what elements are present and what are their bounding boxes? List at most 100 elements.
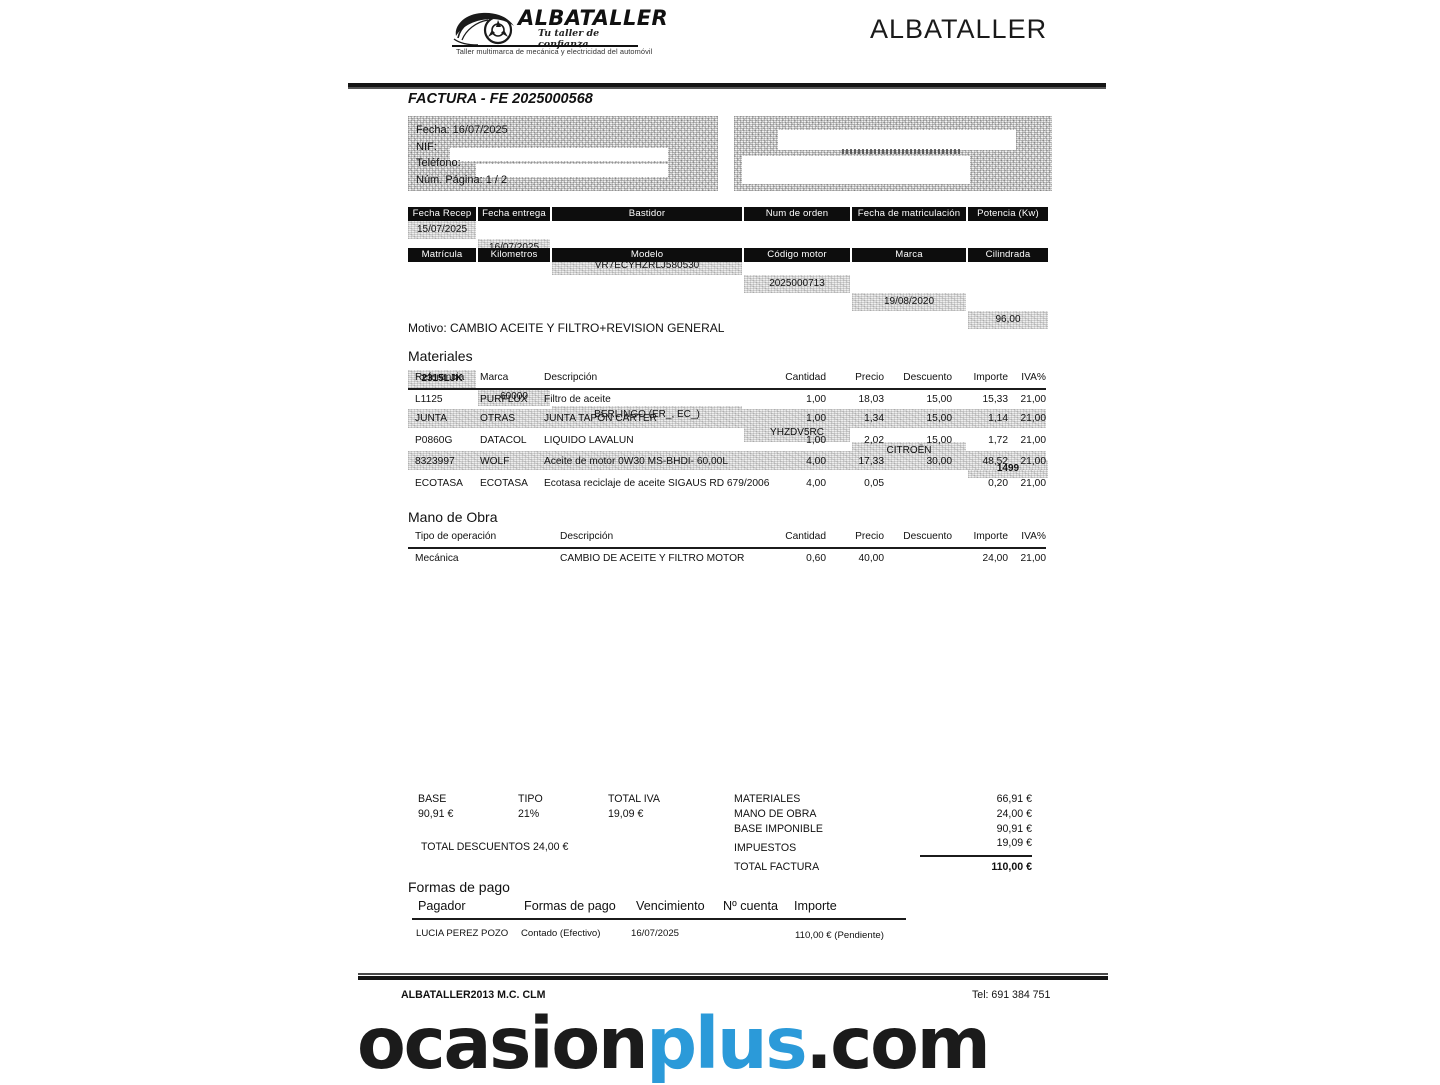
fp-col-forma: Formas de pago	[524, 899, 616, 913]
total-tipo-label: TIPO	[518, 793, 543, 805]
mat-cell-iva: 21,00	[1020, 394, 1047, 405]
materials-table: Referencia Marca Descripción Cantidad Pr…	[408, 372, 1048, 497]
summary-divider	[920, 855, 1032, 857]
ocasionplus-logo: ocasionplus.com	[357, 1008, 1087, 1079]
mat-cell-importe: 1,72	[988, 435, 1008, 446]
invoice-meta-lines: Fecha: 16/07/2025 NIF: Teléfono: Núm. Pá…	[416, 122, 508, 188]
vehicle-header-modelo: Modelo	[552, 248, 742, 262]
redaction-nif	[450, 148, 668, 161]
mat-cell-iva: 21,00	[1020, 478, 1047, 489]
footer-company: ALBATALLER2013 M.C. CLM	[401, 989, 546, 1001]
mo-cell-iva: 21,00	[1020, 553, 1047, 564]
footer-phone: Tel: 691 384 751	[972, 989, 1051, 1001]
fp-cell-pagador: LUCIA PEREZ POZO	[416, 928, 509, 939]
summary-value-base-imp: 90,91 €	[996, 823, 1032, 835]
mat-cell-cantidad: 1,00	[806, 413, 826, 424]
mat-col-descripcion: Descripción	[544, 372, 598, 383]
total-iva-value: 19,09 €	[608, 808, 644, 820]
vehicle-value-fecha-entrega: 16/07/2025	[478, 239, 550, 257]
mat-cell-descuento: 30,00	[926, 456, 953, 467]
invoice-meta-box: Fecha: 16/07/2025 NIF: Teléfono: Núm. Pá…	[408, 116, 718, 191]
total-descuentos-line: TOTAL DESCUENTOS 24,00 €	[421, 841, 569, 853]
mat-cell-marca: DATACOL	[480, 435, 527, 446]
vehicle-header-num-orden: Num de orden	[744, 207, 850, 221]
payment-header-rule	[412, 918, 906, 920]
meta-telefono: Teléfono:	[416, 157, 461, 169]
summary-label-base-imp: BASE IMPONIBLE	[734, 823, 823, 835]
meta-fecha: Fecha: 16/07/2025	[416, 124, 508, 136]
mat-col-iva: IVA%	[1021, 372, 1046, 383]
fp-cell-importe: 110,00 € (Pendiente)	[795, 930, 884, 941]
mat-cell-cantidad: 4,00	[806, 456, 826, 467]
summary-label-total: TOTAL FACTURA	[734, 861, 820, 873]
mat-cell-referencia: P0860G	[415, 435, 453, 446]
mo-col-tipo: Tipo de operación	[415, 531, 497, 542]
fp-col-cuenta: Nº cuenta	[723, 899, 779, 913]
ocasionplus-part-plus: plus	[646, 1002, 807, 1085]
mat-cell-referencia: ECOTASA	[415, 478, 463, 489]
vehicle-header-bastidor: Bastidor	[552, 207, 742, 221]
total-iva-label: TOTAL IVA	[608, 793, 661, 805]
customer-box-redacted	[734, 116, 1052, 191]
total-base-value: 90,91 €	[418, 808, 454, 820]
mat-cell-precio: 1,34	[864, 413, 884, 424]
mat-cell-importe: 48,52	[982, 456, 1009, 467]
mat-cell-importe: 15,33	[982, 394, 1009, 405]
mat-cell-referencia: L1125	[415, 394, 443, 405]
redaction-customer-1	[778, 130, 1016, 150]
vehicle-header-potencia: Potencia (Kw)	[968, 207, 1048, 221]
car-logo-icon	[453, 12, 514, 46]
labour-header-rule	[408, 547, 1046, 549]
summary-value-impuestos: 19,09 €	[996, 837, 1032, 849]
summary-value-mano-obra: 24,00 €	[996, 808, 1032, 820]
logo-wordmark: ALBATALLER	[518, 6, 669, 30]
labour-section-title: Mano de Obra	[408, 509, 498, 525]
mat-cell-descuento: 15,00	[926, 394, 953, 405]
redaction-telefono	[476, 164, 668, 177]
albataller-logo: ALBATALLER Tu taller de confianza Taller…	[452, 4, 668, 56]
vehicle-header-fecha-recep: Fecha Recep	[408, 207, 476, 221]
mat-cell-descuento: 15,00	[926, 435, 953, 446]
mat-col-referencia: Referencia	[415, 372, 465, 383]
mo-cell-precio: 40,00	[858, 553, 885, 564]
mat-cell-importe: 1,14	[988, 413, 1008, 424]
logo-tagline: Tu taller de confianza	[538, 28, 600, 50]
vehicle-value-fecha-matric: 19/08/2020	[852, 293, 966, 311]
mat-cell-descuento: 15,00	[926, 413, 953, 424]
summary-label-materiales: MATERIALES	[734, 793, 801, 805]
footer-divider	[358, 976, 1108, 980]
vehicle-value-bastidor: VR7ECYHZRLJ580530	[552, 257, 742, 275]
summary-label-mano-obra: MANO DE OBRA	[734, 808, 817, 820]
logo-subline: Taller multimarca de mecánica y electric…	[456, 47, 653, 56]
materials-section-title: Materiales	[408, 348, 473, 364]
mat-col-descuento: Descuento	[903, 372, 952, 383]
redaction-customer-2	[742, 156, 970, 184]
summary-label-impuestos: IMPUESTOS	[734, 842, 797, 854]
mat-cell-precio: 2,02	[864, 435, 884, 446]
logo-divider	[452, 45, 638, 47]
mo-col-cantidad: Cantidad	[785, 531, 826, 542]
vehicle-header-cilindrada: Cilindrada	[968, 248, 1048, 262]
materials-row-band	[408, 409, 1046, 428]
mo-col-importe: Importe	[973, 531, 1008, 542]
brand-title-right: ALBATALLER	[870, 14, 1048, 44]
mat-cell-marca: PURFLUX	[480, 394, 528, 405]
mat-cell-referencia: JUNTA	[415, 413, 448, 424]
mo-col-iva: IVA%	[1021, 531, 1046, 542]
ocasionplus-part-com: .com	[805, 1002, 990, 1085]
mat-cell-cantidad: 1,00	[806, 435, 826, 446]
vehicle-value-potencia: 96,00	[968, 311, 1048, 329]
mo-cell-importe: 24,00	[982, 553, 1009, 564]
fp-col-pagador: Pagador	[418, 899, 466, 913]
meta-nif: NIF:	[416, 140, 437, 153]
mo-cell-cantidad: 0,60	[806, 553, 826, 564]
mat-cell-marca: OTRAS	[480, 413, 516, 424]
mo-col-precio: Precio	[855, 531, 884, 542]
fp-col-vencimiento: Vencimiento	[636, 899, 705, 913]
mat-cell-precio: 0,05	[864, 478, 884, 489]
fp-cell-forma: Contado (Efectivo)	[521, 928, 601, 939]
motivo-text: Motivo: CAMBIO ACEITE Y FILTRO+REVISION …	[408, 321, 725, 335]
header-divider-thin	[348, 87, 1106, 89]
summary-value-materiales: 66,91 €	[996, 793, 1032, 805]
